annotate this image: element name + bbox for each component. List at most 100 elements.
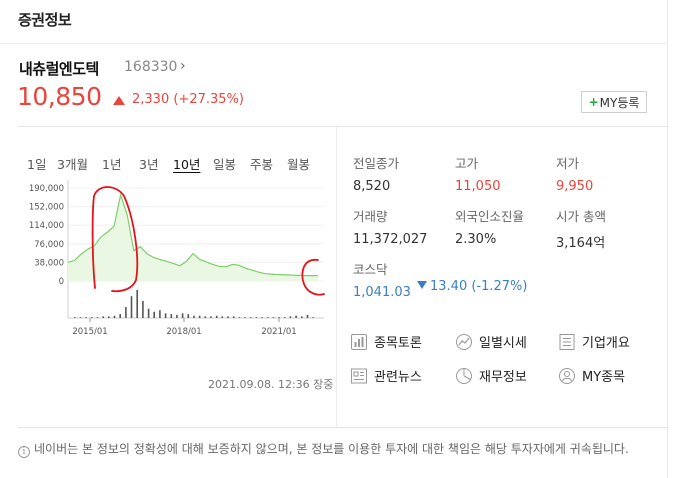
- link-label: 종목토론: [374, 336, 422, 351]
- volume-bar: [108, 316, 110, 318]
- link-label: 일별시세: [479, 336, 527, 351]
- stat-label: 저가: [556, 156, 580, 171]
- x-tick-label: 2018/01: [166, 327, 201, 337]
- x-tick-label: 2015/01: [72, 327, 107, 337]
- volume-bar: [238, 317, 241, 318]
- stat-value: 11,050: [455, 179, 501, 194]
- tab-daily-candle[interactable]: 일봉: [213, 157, 237, 172]
- link-discussion[interactable]: 종목토론: [350, 332, 422, 351]
- stat-label: 전일종가: [353, 156, 400, 171]
- volume-bar: [198, 315, 201, 318]
- stat-label: 외국인소진율: [455, 209, 525, 224]
- annotation-mark: [91, 186, 139, 293]
- volume-bar: [102, 316, 104, 318]
- volume-bar: [193, 315, 195, 318]
- my-register-label: MY등록: [599, 95, 640, 110]
- section-title: 증권정보: [18, 11, 72, 29]
- volume-bar: [119, 314, 121, 318]
- volume-bar: [284, 317, 286, 318]
- timestamp: 2021.09.08. 12:36 장중: [208, 378, 334, 391]
- plus-icon: +: [588, 95, 599, 109]
- tab-monthly-candle[interactable]: 월봉: [287, 157, 311, 172]
- volume-bar: [136, 290, 138, 318]
- volume-bar: [130, 296, 133, 318]
- volume-bar: [295, 315, 297, 318]
- trend-icon: [456, 333, 472, 350]
- chevron-right-icon[interactable]: ›: [180, 58, 186, 74]
- info-icon: i: [18, 446, 30, 458]
- stat-foreign: 외국인소진율 2.30%: [455, 206, 524, 247]
- volume-bar: [204, 316, 207, 318]
- kosdaq-change-value: 13.40 (-1.27%): [430, 279, 528, 294]
- link-label: 기업개요: [582, 336, 630, 351]
- kosdaq-change: 13.40 (-1.27%): [417, 279, 527, 294]
- disclaimer: i 네이버는 본 정보의 정확성에 대해 보증하지 않으며, 본 정보를 이용한 …: [18, 441, 658, 458]
- y-tick-label: 190,000: [29, 184, 64, 194]
- stat-volume: 거래량 11,372,027: [353, 206, 427, 247]
- y-tick-label: 38,000: [34, 258, 64, 268]
- stat-value: 11,372,027: [353, 232, 428, 247]
- stat-value: 1,041.03: [353, 285, 411, 300]
- y-tick-label: 0: [59, 277, 64, 287]
- volume-bar: [113, 315, 116, 318]
- stock-code[interactable]: 168330: [124, 59, 178, 75]
- change-amount: 2,330: [132, 92, 170, 107]
- volume-bar: [164, 313, 167, 318]
- current-price: 10,850: [17, 82, 102, 111]
- my-register-button[interactable]: + MY등록: [581, 91, 647, 113]
- volume-bar: [187, 314, 190, 318]
- stat-value: 2.30%: [455, 232, 497, 247]
- link-my-stocks[interactable]: MY종목: [558, 366, 625, 385]
- link-label: MY종목: [582, 370, 626, 385]
- volume-bar: [272, 317, 275, 318]
- volume-bar: [125, 307, 127, 318]
- divider: [18, 427, 668, 428]
- volume-bar: [255, 317, 258, 318]
- change-percent: (+27.35%): [173, 92, 244, 107]
- volume-bar: [249, 317, 252, 318]
- volume-bar: [147, 308, 150, 318]
- tab-3y[interactable]: 3년: [139, 157, 159, 172]
- news-icon: [351, 368, 367, 383]
- price-area: [68, 194, 318, 281]
- tab-weekly-candle[interactable]: 주봉: [250, 157, 274, 172]
- volume-bar: [79, 317, 82, 318]
- stat-label: 거래량: [353, 209, 388, 224]
- volume-bar: [289, 316, 292, 318]
- volume-bar: [301, 316, 303, 318]
- stat-label: 시가 총액: [556, 209, 606, 224]
- link-news[interactable]: 관련뉴스: [350, 366, 422, 385]
- tab-10y[interactable]: 10년: [173, 157, 201, 172]
- tab-1y[interactable]: 1년: [102, 157, 122, 172]
- link-finance[interactable]: 재무정보: [455, 366, 527, 385]
- price-chart[interactable]: 190,000 152,000 114,000 76,000 38,000 0 2015/…: [28, 178, 328, 340]
- volume-bar: [142, 300, 144, 318]
- divider: [0, 43, 668, 44]
- stat-prev-close: 전일종가 8,520: [353, 153, 399, 194]
- stat-kosdaq[interactable]: 코스닥 1,041.03: [353, 259, 411, 300]
- pie-chart-icon: [456, 367, 472, 384]
- x-tick-label: 2021/01: [261, 327, 296, 337]
- stat-market-cap: 시가 총액 3,164억: [556, 206, 606, 251]
- y-tick-label: 152,000: [29, 203, 64, 213]
- link-daily-price[interactable]: 일별시세: [455, 332, 527, 351]
- price-change: 2,330 (+27.35%): [132, 92, 244, 107]
- volume-bar: [278, 317, 280, 318]
- volume-bar: [85, 317, 87, 318]
- volume-bar: [210, 316, 212, 318]
- volume-bar: [74, 317, 76, 318]
- volume-bar: [221, 316, 224, 318]
- price-line: [67, 192, 319, 277]
- annotation-mark: [301, 259, 325, 296]
- volume-bar: [227, 316, 229, 318]
- volume-bar: [176, 314, 178, 318]
- disclaimer-text: 네이버는 본 정보의 정확성에 대해 보증하지 않으며, 본 정보를 이용한 투…: [34, 442, 629, 456]
- tab-3m[interactable]: 3개월: [57, 157, 88, 172]
- y-tick-label: 76,000: [34, 240, 64, 250]
- link-label: 재무정보: [479, 370, 527, 385]
- tab-1d[interactable]: 1일: [27, 157, 47, 172]
- stock-name[interactable]: 내츄럴엔도텍: [19, 60, 99, 78]
- volume-bar: [266, 317, 269, 318]
- link-company[interactable]: 기업개요: [558, 332, 630, 351]
